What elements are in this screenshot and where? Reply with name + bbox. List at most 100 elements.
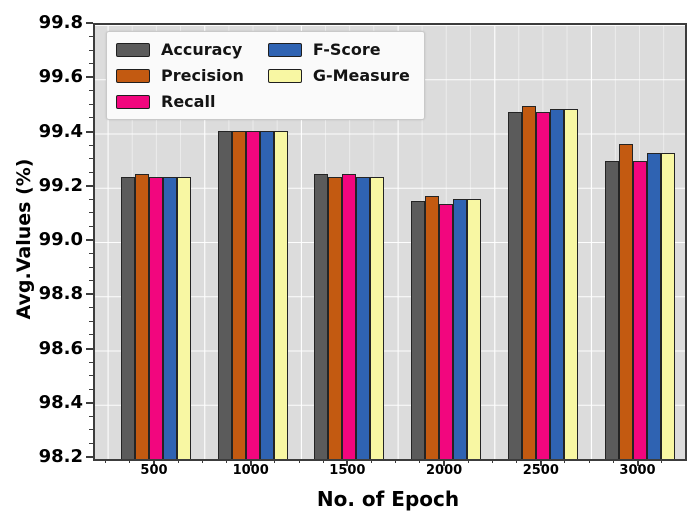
- bar-accuracy-2500: [507, 111, 522, 459]
- y-minor-tick: [89, 442, 93, 444]
- bar-f-score-1000: [259, 130, 274, 459]
- bar-g-measure-1000: [273, 130, 288, 459]
- legend-label: G-Measure: [312, 66, 410, 85]
- legend-item-precision: Precision: [116, 65, 244, 86]
- x-minor-tick: [588, 459, 590, 463]
- bar-accuracy-2000: [411, 201, 426, 459]
- bar-accuracy-1500: [314, 174, 329, 459]
- y-major-tick: [86, 293, 93, 296]
- x-minor-tick: [371, 459, 373, 463]
- x-tick-label: 2500: [522, 463, 559, 478]
- y-minor-tick: [89, 375, 93, 377]
- bar-accuracy-1000: [217, 130, 232, 459]
- x-major-tick: [539, 459, 542, 466]
- bar-accuracy-3000: [604, 160, 619, 459]
- x-minor-tick: [177, 459, 179, 463]
- y-tick-label: 98.6: [38, 337, 83, 359]
- x-minor-tick: [226, 459, 228, 463]
- y-minor-tick: [89, 266, 93, 268]
- bar-g-measure-1500: [370, 176, 385, 459]
- y-tick-label: 98.2: [38, 446, 83, 467]
- x-tick-label: 1500: [329, 463, 366, 478]
- x-minor-tick: [491, 459, 493, 463]
- bar-recall-500: [149, 176, 163, 459]
- y-minor-tick: [89, 429, 93, 431]
- bar-f-score-3000: [646, 152, 661, 459]
- y-minor-tick: [89, 280, 93, 282]
- bar-g-measure-500: [177, 176, 191, 459]
- bar-accuracy-500: [121, 176, 135, 459]
- x-tick-label: 1000: [232, 463, 269, 478]
- legend-column: F-Score G-Measure: [267, 39, 410, 112]
- y-minor-tick: [89, 212, 93, 214]
- plot-area: Accuracy Precision Recall F-Score G-Measure: [93, 23, 687, 461]
- bar-f-score-2500: [549, 109, 564, 459]
- bar-precision-1500: [328, 176, 343, 459]
- x-minor-tick: [322, 459, 324, 463]
- y-major-tick: [86, 76, 93, 79]
- y-major-tick: [86, 130, 93, 133]
- y-tick-label: 98.4: [38, 391, 83, 413]
- x-minor-tick: [129, 459, 131, 463]
- y-minor-tick: [89, 49, 93, 51]
- legend-swatch-icon: [267, 68, 302, 83]
- y-minor-tick: [89, 36, 93, 38]
- bar-precision-2000: [425, 195, 440, 459]
- y-minor-tick: [89, 171, 93, 173]
- legend-item-f-score: F-Score: [267, 39, 410, 60]
- legend-swatch-icon: [267, 42, 302, 57]
- y-minor-tick: [89, 103, 93, 105]
- legend-swatch-icon: [116, 42, 150, 57]
- legend-label: Precision: [161, 66, 244, 85]
- x-major-tick: [346, 459, 349, 466]
- x-major-tick: [636, 459, 639, 466]
- x-minor-tick: [395, 459, 397, 463]
- y-major-tick: [86, 184, 93, 187]
- legend: Accuracy Precision Recall F-Score G-Measure: [106, 31, 425, 120]
- x-major-tick: [153, 459, 155, 466]
- bar-recall-3000: [632, 160, 647, 459]
- bar-precision-2500: [521, 106, 536, 459]
- x-minor-tick: [612, 459, 614, 463]
- bar-precision-3000: [618, 144, 633, 459]
- x-minor-tick: [419, 459, 421, 463]
- legend-swatch-icon: [116, 68, 150, 83]
- bar-recall-2500: [535, 111, 550, 459]
- x-minor-tick: [298, 459, 300, 463]
- x-tick-label: 3000: [619, 463, 656, 478]
- y-minor-tick: [89, 158, 93, 160]
- x-major-tick: [443, 459, 446, 466]
- bar-f-score-2000: [453, 198, 468, 459]
- legend-column: Accuracy Precision Recall: [116, 39, 244, 112]
- y-minor-tick: [89, 63, 93, 65]
- y-major-tick: [86, 401, 93, 404]
- legend-item-g-measure: G-Measure: [267, 65, 410, 86]
- y-minor-tick: [89, 320, 93, 322]
- legend-label: F-Score: [312, 40, 381, 59]
- y-major-tick: [86, 456, 93, 458]
- y-minor-tick: [89, 198, 93, 200]
- bar-recall-1000: [245, 130, 260, 459]
- y-tick-label: 99.4: [38, 120, 83, 142]
- bar-f-score-500: [163, 176, 177, 459]
- y-minor-tick: [89, 415, 93, 417]
- bar-g-measure-3000: [660, 152, 675, 459]
- y-tick-label: 99.8: [38, 12, 83, 33]
- bar-precision-1000: [231, 130, 246, 459]
- x-axis-label: No. of Epoch: [316, 487, 460, 511]
- x-major-tick: [249, 459, 252, 466]
- bar-f-score-1500: [356, 176, 371, 459]
- y-minor-tick: [89, 307, 93, 309]
- legend-label: Recall: [161, 92, 216, 111]
- legend-item-recall: Recall: [116, 91, 244, 112]
- bar-precision-500: [135, 174, 149, 459]
- y-tick-label: 99.6: [38, 66, 83, 88]
- bar-g-measure-2500: [563, 109, 578, 459]
- legend-label: Accuracy: [161, 40, 243, 59]
- y-major-tick: [86, 22, 93, 24]
- x-minor-tick: [467, 459, 469, 463]
- legend-swatch-icon: [116, 94, 150, 109]
- y-minor-tick: [89, 334, 93, 336]
- y-minor-tick: [89, 117, 93, 119]
